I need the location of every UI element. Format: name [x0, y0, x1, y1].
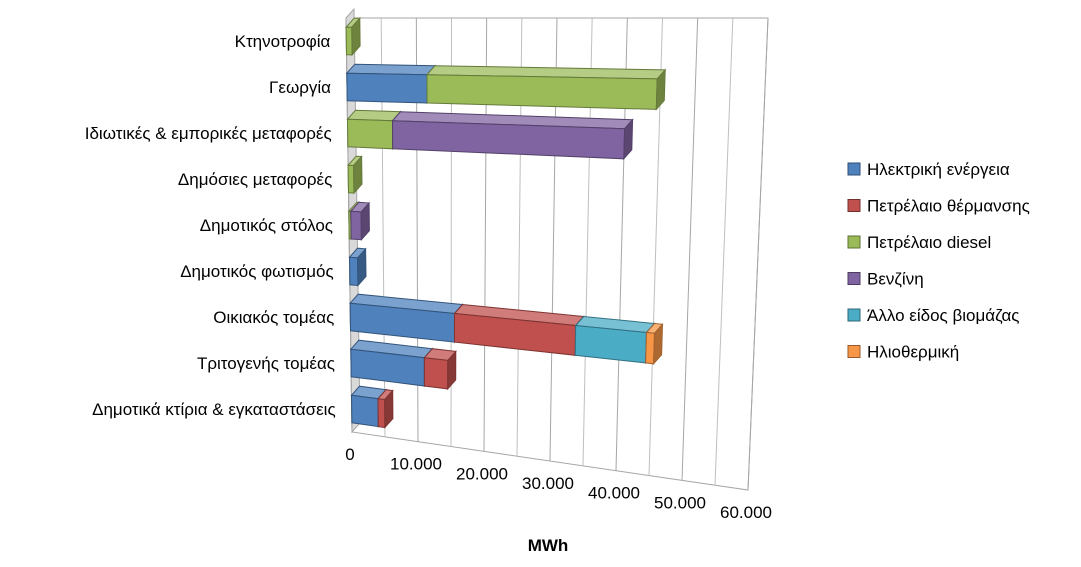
category-label: Κτηνοτροφία: [235, 32, 331, 51]
bar-segment: [345, 63, 437, 105]
bars: [344, 16, 667, 429]
legend-label: Πετρέλαιο diesel: [867, 233, 991, 252]
gridline-major: [747, 17, 769, 491]
legend-label: Ηλεκτρική ενέργεια: [867, 160, 1010, 179]
legend-swatch: [847, 345, 861, 358]
category-label: Τριτογενής τομέας: [197, 354, 335, 373]
legend: Ηλεκτρική ενέργεια Πετρέλαιο θέρμανσης Πετ…: [847, 160, 1030, 362]
bar-segment: [377, 389, 394, 429]
legend-swatch: [847, 162, 861, 176]
x-axis-title: MWh: [528, 536, 569, 555]
gridline-minor: [714, 17, 734, 486]
legend-item: Ηλεκτρική ενέργεια: [847, 160, 1010, 179]
category-label: Δημόσιες μεταφορές: [178, 170, 332, 189]
category-label: Δημοτικός φωτισμός: [180, 262, 333, 281]
legend-swatch: [847, 199, 861, 212]
x-tick-label: 20.000: [456, 464, 508, 483]
bar-segment: [347, 155, 363, 195]
legend-item: Πετρέλαιο diesel: [847, 233, 991, 252]
bar-segment: [574, 315, 656, 365]
x-tick-label: 50.000: [654, 493, 706, 512]
tick-labels: 0 10.000 20.000 30.000 40.000 50.000 60.000: [345, 445, 772, 522]
legend-swatch: [847, 272, 861, 285]
bar-segment: [349, 201, 371, 241]
gridline-major: [681, 17, 699, 481]
bar-segment: [344, 16, 361, 57]
legend-item: Ηλιοθερμική: [847, 343, 959, 362]
x-tick-label: 40.000: [588, 484, 640, 503]
category-label: Ιδιωτικές & εμπορικές μεταφορές: [85, 124, 332, 143]
category-label: Δημοτικός στόλος: [200, 216, 333, 235]
category-label: Γεωργία: [269, 78, 331, 97]
x-tick-label: 60.000: [720, 503, 772, 522]
bar-segment: [423, 348, 457, 391]
bar-segment: [391, 111, 634, 161]
legend-item: Πετρέλαιο θέρμανσης: [847, 197, 1030, 216]
legend-label: Άλλο είδος βιομάζας: [867, 306, 1019, 325]
legend-swatch: [847, 308, 861, 322]
category-label: Οικιακός τομέας: [213, 308, 334, 327]
legend-label: Πετρέλαιο θέρμανσης: [867, 197, 1030, 216]
x-tick-label: 10.000: [390, 455, 442, 474]
bar-segment: [348, 247, 367, 287]
legend-label: Ηλιοθερμική: [867, 343, 959, 362]
bar-segment: [645, 322, 664, 366]
x-tick-label: 30.000: [522, 474, 574, 493]
bar-segment: [425, 65, 667, 111]
legend-item: Βενζίνη: [847, 270, 924, 289]
category-label: Δημοτικά κτίρια & εγκαταστάσεις: [92, 400, 336, 419]
legend-swatch: [847, 235, 861, 249]
category-labels: Κτηνοτροφία Γεωργία Ιδιωτικές & εμπορικές …: [85, 32, 336, 419]
x-tick-label: 0: [345, 445, 354, 464]
legend-item: Άλλο είδος βιομάζας: [847, 306, 1019, 325]
legend-label: Βενζίνη: [867, 270, 924, 289]
